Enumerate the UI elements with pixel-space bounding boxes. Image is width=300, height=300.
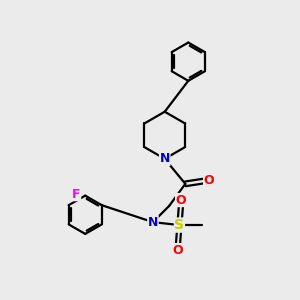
- Text: O: O: [173, 244, 183, 256]
- Text: N: N: [148, 216, 158, 229]
- Text: S: S: [174, 218, 184, 232]
- Text: N: N: [160, 152, 170, 165]
- Text: O: O: [176, 194, 186, 207]
- Text: O: O: [204, 174, 214, 188]
- Text: F: F: [72, 188, 81, 201]
